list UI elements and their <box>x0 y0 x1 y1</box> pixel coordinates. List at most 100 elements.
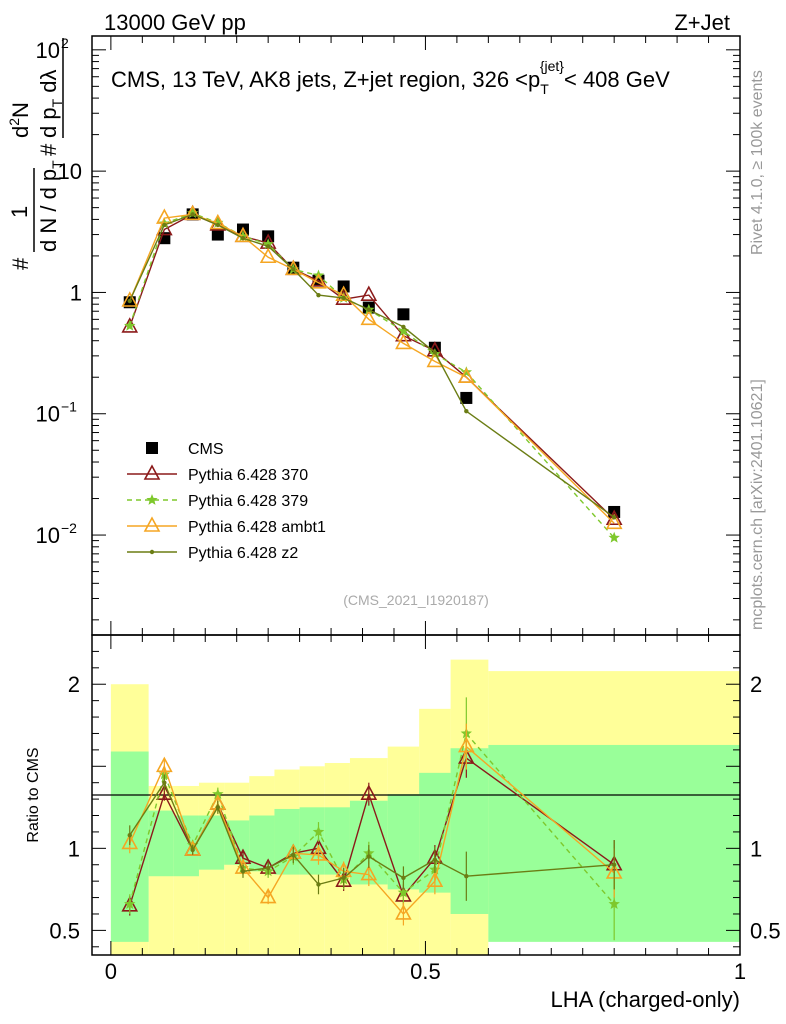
data-point-pythia-6-428-ambt1-10 <box>395 333 412 350</box>
legend-marker-cms <box>146 442 158 454</box>
ratio-point-pythia-6-428-z2-6 <box>291 852 296 858</box>
ratio-point-pythia-6-428-370-9 <box>360 784 378 800</box>
data-point-pythia-6-428-370-9 <box>360 285 378 301</box>
title-sup: {jet} <box>540 58 564 74</box>
ratio-point-pythia-6-428-z2-11 <box>432 857 438 863</box>
data-point-pythia-6-428-379-5 <box>262 238 274 249</box>
ratio-point-pythia-6-428-z2-2 <box>190 847 195 853</box>
y-tick-exponent-0: −2 <box>61 520 77 536</box>
data-point-pythia-6-428-ambt1-5 <box>259 247 277 264</box>
data-point-pythia-6-428-ambt1-6 <box>284 259 302 276</box>
ratio-y-tick-label-right-0: 0.5 <box>750 918 781 943</box>
legend-item-pythia-6-428-ambt1: Pythia 6.428 ambt1 <box>127 516 326 536</box>
series-pythia-6-428-z2 <box>127 212 617 520</box>
data-point-pythia-6-428-ambt1-4 <box>234 226 252 243</box>
ylabel-den-2-sub: T <box>49 98 65 107</box>
data-point-pythia-6-428-ambt1-9 <box>360 309 378 326</box>
y-tick-label-0: 10 <box>36 523 60 548</box>
ratio-y-tick-label-left-1: 1 <box>68 836 80 861</box>
ylabel-den-2-text: d p <box>36 107 61 138</box>
y-tick-exponent-4: 2 <box>61 35 69 51</box>
ylabel-den-1-text: d N / d p <box>36 169 61 252</box>
ratio-point-pythia-6-428-ambt1-12 <box>457 736 475 753</box>
data-point-pythia-6-428-ambt1-13 <box>605 513 623 530</box>
header-right: Z+Jet <box>674 10 730 35</box>
legend-marker-pythia-6-428-ambt1 <box>143 516 161 532</box>
data-point-pythia-6-428-ambt1-7 <box>310 273 327 289</box>
ratio-point-pythia-6-428-z2-0 <box>127 833 132 838</box>
data-point-pythia-6-428-z2-13 <box>611 515 617 520</box>
data-point-pythia-6-428-z2-10 <box>401 324 406 330</box>
ratio-point-pythia-6-428-379-10 <box>397 886 410 898</box>
ratio-series-pythia-6-428-z2 <box>127 774 617 901</box>
data-point-pythia-6-428-z2-4 <box>240 235 246 241</box>
ratio-point-pythia-6-428-z2-9 <box>366 854 372 859</box>
ratio-point-pythia-6-428-ambt1-1 <box>156 756 173 773</box>
data-point-pythia-6-428-370-7 <box>310 270 327 287</box>
ratio-point-pythia-6-428-379-13 <box>608 898 620 909</box>
ratio-point-pythia-6-428-z2-8 <box>341 875 346 881</box>
ratio-point-pythia-6-428-ambt1-2 <box>184 840 201 856</box>
legend-marker-pythia-6-428-379 <box>146 494 158 505</box>
ratio-point-pythia-6-428-z2-5 <box>265 865 271 871</box>
ratio-point-pythia-6-428-379-3 <box>212 788 224 799</box>
data-point-pythia-6-428-z2-5 <box>265 244 271 249</box>
ratio-panel-frame <box>91 634 741 956</box>
data-point-pythia-6-428-z2-9 <box>366 307 372 312</box>
data-point-pythia-6-428-ambt1-0 <box>121 291 139 307</box>
series-line-pythia-6-428-z2 <box>129 213 615 518</box>
data-point-pythia-6-428-ambt1-12 <box>457 367 475 384</box>
ratio-band-inner-5 <box>249 815 275 872</box>
title-sub: T <box>540 81 549 97</box>
main-y-label: # 1 d N / d pT # d2N d pT dλ <box>6 38 65 270</box>
data-point-pythia-6-428-ambt1-2 <box>184 204 201 221</box>
ratio-point-pythia-6-428-z2-13 <box>611 862 617 867</box>
ratio-axes: 0 0.5 10.5 0.51 12 2 <box>49 635 781 984</box>
y-tick-label-2: 1 <box>70 280 82 305</box>
legend-item-pythia-6-428-379: Pythia 6.428 379 <box>127 493 308 510</box>
ratio-point-pythia-6-428-379-7 <box>312 825 325 837</box>
x-tick-label-0: 0 <box>105 959 117 984</box>
main-series-layer <box>121 204 623 543</box>
data-point-pythia-6-428-z2-8 <box>341 295 346 301</box>
ratio-band-inner-1 <box>148 810 174 877</box>
legend-item-pythia-6-428-370: Pythia 6.428 370 <box>127 464 308 484</box>
data-point-pythia-6-428-z2-6 <box>291 267 296 272</box>
header-left: 13000 GeV pp <box>104 10 246 35</box>
ylabel-num-2-n: N <box>8 102 33 118</box>
data-point-pythia-6-428-379-10 <box>397 325 410 336</box>
legend-label-pythia-6-428-379: Pythia 6.428 379 <box>188 493 308 510</box>
x-axis-label: LHA (charged-only) <box>550 987 740 1012</box>
y-tick-label-4: 10 <box>36 38 60 63</box>
ratio-band-inner-3 <box>198 815 225 870</box>
rivet-version-label: Rivet 4.1.0, ≥ 100k events <box>749 70 766 255</box>
ratio-point-pythia-6-428-z2-12 <box>464 874 469 879</box>
main-title: CMS, 13 TeV, AK8 jets, Z+jet region, 326… <box>111 58 670 97</box>
mcplots-label: mcplots.cern.ch [arXiv:2401.10621] <box>749 379 766 630</box>
legend: CMS Pythia 6.428 370 Pythia 6.428 379 Pythi… <box>127 441 326 562</box>
ratio-y-tick-label-right-2: 2 <box>750 672 762 697</box>
ylabel-num-1: 1 <box>7 206 32 218</box>
data-point-pythia-6-428-z2-0 <box>127 298 132 304</box>
ylabel-den-1: d N / d pT <box>36 160 65 252</box>
legend-label-pythia-6-428-370: Pythia 6.428 370 <box>188 467 308 484</box>
ratio-y-tick-label-left-0: 0.5 <box>49 918 80 943</box>
data-point-pythia-6-428-z2-2 <box>190 212 195 217</box>
x-tick-label-1: 0.5 <box>410 959 441 984</box>
data-point-pythia-6-428-z2-7 <box>316 292 321 298</box>
analysis-id: (CMS_2021_I1920187) <box>343 592 489 608</box>
ylabel-den-1-sub: T <box>49 160 65 169</box>
ratio-y-tick-label-right-1: 1 <box>750 836 762 861</box>
ratio-band-inner-7 <box>299 807 325 875</box>
ratio-line-pythia-6-428-z2 <box>129 781 615 886</box>
ylabel-hash-1: # <box>8 257 33 270</box>
ratio-bands <box>110 659 740 955</box>
ratio-point-pythia-6-428-ambt1-11 <box>426 871 444 887</box>
ratio-y-tick-label-left-2: 2 <box>68 672 80 697</box>
legend-label-cms: CMS <box>188 441 224 458</box>
data-point-pythia-6-428-z2-12 <box>464 408 469 414</box>
ylabel-den-2: d pT dλ <box>36 69 65 138</box>
ylabel-num-2: d2N <box>6 102 33 138</box>
y-tick-label-1: 10 <box>36 402 60 427</box>
